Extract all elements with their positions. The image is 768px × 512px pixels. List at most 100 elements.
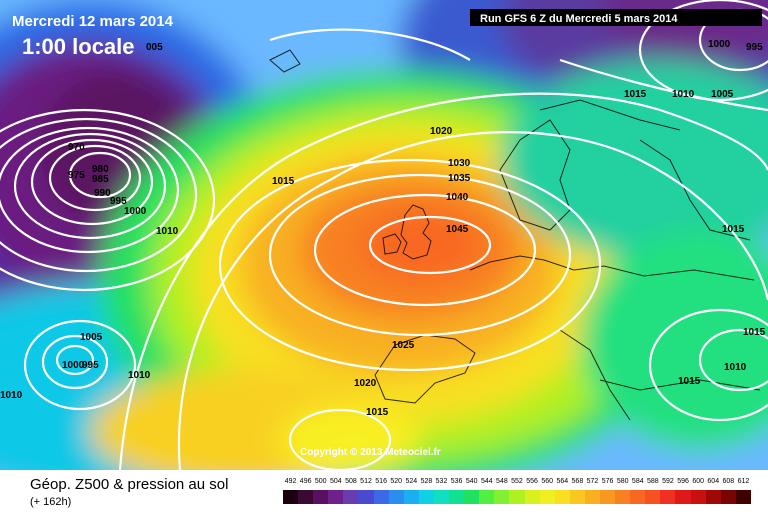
isobar-label: 1000 <box>62 360 85 371</box>
isobar-label: 995 <box>110 196 127 207</box>
isobar-label: 1010 <box>724 362 747 373</box>
legend-swatch <box>298 490 314 504</box>
isobar-label: 005 <box>146 42 163 53</box>
isobar-label: 1025 <box>392 340 415 351</box>
isobar-label: 1045 <box>446 224 469 235</box>
legend-swatch <box>403 490 419 504</box>
legend-value: 592 <box>662 478 674 485</box>
legend-swatch <box>539 490 555 504</box>
legend-swatch <box>584 490 600 504</box>
legend-swatch <box>524 490 540 504</box>
legend-swatch <box>479 490 495 504</box>
isobar-label: 995 <box>746 42 763 53</box>
legend-value: 496 <box>299 478 312 485</box>
legend-swatch <box>630 490 646 504</box>
legend-value: 596 <box>677 478 689 485</box>
legend-value: 528 <box>420 478 433 485</box>
legend-value: 540 <box>465 478 478 485</box>
legend-value: 512 <box>360 478 372 485</box>
legend-value: 564 <box>556 478 569 485</box>
legend-swatch <box>509 490 525 504</box>
legend-swatch <box>328 490 344 504</box>
isobar-label: 1020 <box>430 126 453 137</box>
legend-swatch <box>599 490 616 504</box>
legend-value: 572 <box>586 478 599 485</box>
legend-value: 504 <box>329 478 342 485</box>
legend-swatch <box>388 490 404 504</box>
footer-title: Géop. Z500 & pression au sol <box>30 476 229 493</box>
legend-value: 604 <box>707 478 720 485</box>
legend-value: 580 <box>616 478 629 485</box>
legend-swatch <box>343 490 359 504</box>
legend-swatch <box>373 490 389 504</box>
copyright: Copyright © 2013 Meteociel.fr <box>300 447 441 458</box>
isobar-label: 1015 <box>722 224 745 235</box>
legend-value: 500 <box>314 478 327 485</box>
isobar-label: 1005 <box>711 89 734 100</box>
isobar-label: 1015 <box>366 407 389 418</box>
footer-subtitle: (+ 162h) <box>30 496 72 508</box>
legend-value: 536 <box>450 478 463 485</box>
isobar-label: 1015 <box>678 376 701 387</box>
isobar-label: 1010 <box>128 370 151 381</box>
legend-values: 492 496 500 504 508 512 516 520 524 528 532 536 540 5… <box>283 478 751 488</box>
isobar-label: 1035 <box>448 173 471 184</box>
legend-value: 588 <box>647 478 659 485</box>
isobars <box>0 0 768 470</box>
legend-swatch <box>494 490 510 504</box>
isobar-label: 1015 <box>743 327 766 338</box>
legend-swatches <box>283 490 751 504</box>
isobar-label: 1020 <box>354 378 377 389</box>
legend-swatch <box>720 490 736 504</box>
legend-swatch <box>615 490 631 504</box>
legend-swatch <box>433 490 450 504</box>
isobar-label: 1010 <box>156 226 179 237</box>
legend-value: 584 <box>631 478 644 485</box>
legend-value: 492 <box>284 478 297 485</box>
legend-swatch <box>569 490 585 504</box>
run-info: Run GFS 6 Z du Mercredi 5 mars 2014 <box>480 13 678 25</box>
isobar-label: 985 <box>92 174 109 185</box>
isobar-label: 1015 <box>272 176 295 187</box>
legend-swatch <box>690 490 706 504</box>
legend-value: 612 <box>737 478 750 485</box>
legend-value: 544 <box>480 478 493 485</box>
legend-value: 520 <box>390 478 403 485</box>
isobar-label: 990 <box>94 188 111 199</box>
isobar-label: 970 <box>68 142 85 153</box>
legend-value: 608 <box>722 478 735 485</box>
isobar-label: 975 <box>68 170 85 181</box>
isobar-label: 1005 <box>80 332 103 343</box>
legend-value: 532 <box>435 478 448 485</box>
legend-value: 516 <box>375 478 387 485</box>
legend-swatch <box>313 490 329 504</box>
isobar-label: 1040 <box>446 192 469 203</box>
forecast-date: Mercredi 12 mars 2014 <box>12 13 174 30</box>
legend-swatch <box>705 490 721 504</box>
legend-value: 556 <box>526 478 538 485</box>
isobar-label: 980 <box>92 164 109 175</box>
legend-swatch <box>645 490 661 504</box>
legend-value: 552 <box>511 478 523 485</box>
isobar-label: 1000 <box>124 206 147 217</box>
legend-value: 576 <box>601 478 614 485</box>
legend-swatch <box>358 490 374 504</box>
legend-swatch <box>449 490 465 504</box>
legend-value: 524 <box>405 478 418 485</box>
legend-value: 508 <box>345 478 357 485</box>
legend-value: 600 <box>692 478 704 485</box>
run-info-box <box>470 9 762 26</box>
legend-swatch <box>554 490 570 504</box>
isobar-label: 1000 <box>708 39 731 50</box>
legend-value: 568 <box>571 478 584 485</box>
legend-swatch <box>660 490 676 504</box>
isobar-label: 995 <box>82 360 99 371</box>
legend-value: 548 <box>496 478 508 485</box>
legend-swatch <box>735 490 751 504</box>
legend-swatch <box>464 490 480 504</box>
isobar-label: 1030 <box>448 158 471 169</box>
isobar-label: 1015 <box>624 89 647 100</box>
